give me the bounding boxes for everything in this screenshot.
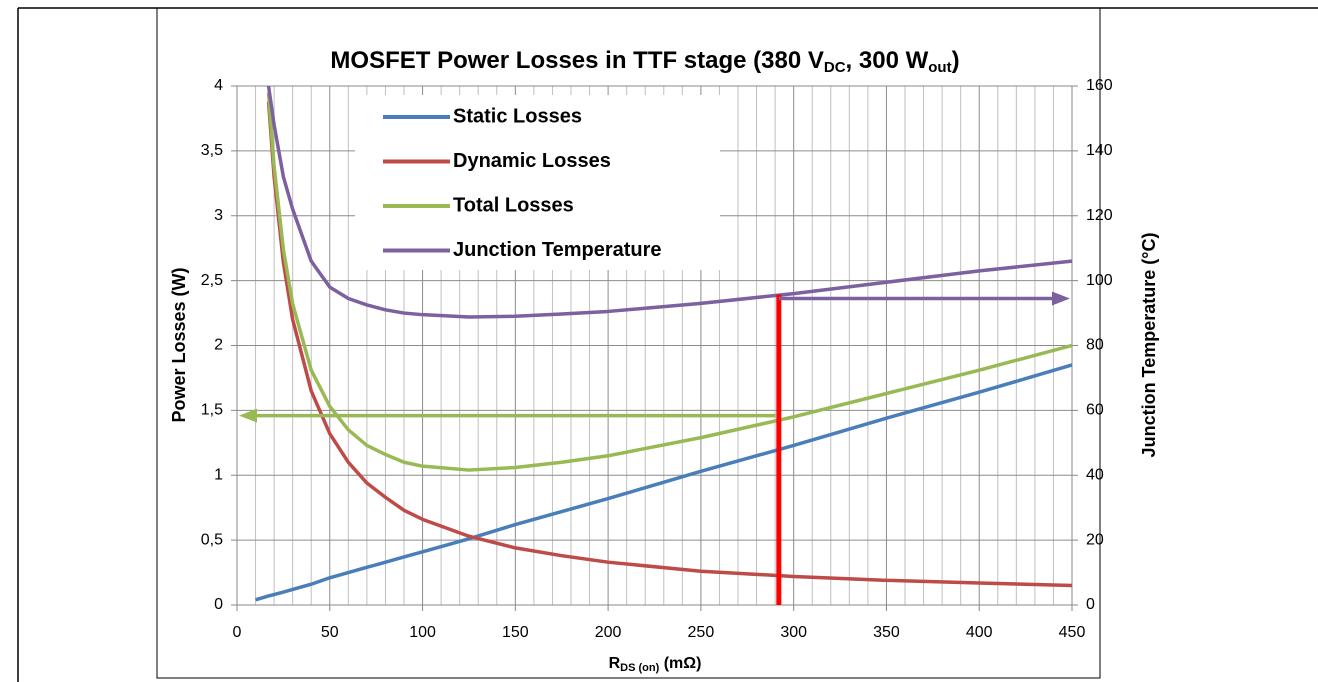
chart-box xyxy=(156,7,1101,679)
x-label-part: R xyxy=(609,655,621,672)
y2-tick-label: 60 xyxy=(1086,402,1104,419)
x-axis-label: RDS (on) (mΩ) xyxy=(609,655,702,674)
series-line xyxy=(255,363,1072,602)
y-tick-label: 1 xyxy=(214,466,223,483)
legend-label: Total Losses xyxy=(453,194,574,216)
y2-tick-label: 80 xyxy=(1086,337,1104,354)
x-tick-label: 300 xyxy=(780,624,807,641)
x-tick-label: 400 xyxy=(966,624,993,641)
legend-label: Static Losses xyxy=(453,105,582,127)
y2-tick-label: 120 xyxy=(1086,207,1113,224)
y2-tick-label: 20 xyxy=(1086,531,1104,548)
title-part: ) xyxy=(952,47,960,74)
title-part: MOSFET Power Losses in TTF stage (380 V xyxy=(330,47,823,74)
y2-tick-label: 100 xyxy=(1086,272,1113,289)
y-tick-label: 3 xyxy=(214,207,223,224)
legend-box xyxy=(355,95,720,270)
x-tick-label: 150 xyxy=(502,624,529,641)
legend-label: Junction Temperature xyxy=(453,239,662,261)
x-tick-label: 200 xyxy=(595,624,622,641)
y-tick-label: 3,5 xyxy=(201,142,223,159)
power-arrow-head xyxy=(239,408,257,423)
temperature-arrow-head xyxy=(1052,291,1070,306)
title-part: , 300 W xyxy=(846,47,929,74)
x-tick-label: 350 xyxy=(873,624,900,641)
y2-tick-label: 160 xyxy=(1086,77,1113,94)
y2-tick-label: 0 xyxy=(1086,596,1095,613)
y-tick-label: 0,5 xyxy=(201,531,223,548)
x-label-part: (mΩ) xyxy=(659,655,701,672)
y-tick-label: 0 xyxy=(214,596,223,613)
chart-title: MOSFET Power Losses in TTF stage (380 VD… xyxy=(330,47,959,76)
y-tick-label: 1,5 xyxy=(201,402,223,419)
y2-tick-label: 40 xyxy=(1086,466,1104,483)
y-tick-label: 2 xyxy=(214,337,223,354)
x-tick-label: 0 xyxy=(233,624,242,641)
y-tick-label: 4 xyxy=(214,77,223,94)
y-tick-label: 2,5 xyxy=(201,272,223,289)
x-label-sub: DS (on) xyxy=(620,662,659,674)
x-tick-label: 50 xyxy=(321,624,339,641)
y-axis-label: Power Losses (W) xyxy=(169,267,189,422)
y2-axis-label: Junction Temperature (°C) xyxy=(1139,233,1159,458)
x-tick-label: 100 xyxy=(409,624,436,641)
title-sub: out xyxy=(928,59,951,76)
title-sub: DC xyxy=(824,59,846,76)
y2-tick-label: 140 xyxy=(1086,142,1113,159)
x-tick-label: 450 xyxy=(1059,624,1086,641)
legend-label: Dynamic Losses xyxy=(453,150,611,172)
x-tick-label: 250 xyxy=(688,624,715,641)
